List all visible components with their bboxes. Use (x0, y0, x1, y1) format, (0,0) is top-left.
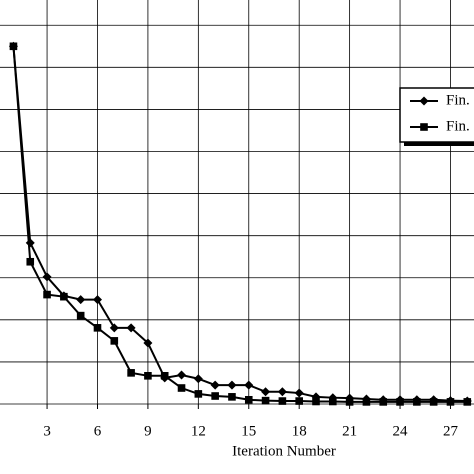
data-point (43, 290, 51, 299)
data-point (244, 395, 253, 404)
data-point (446, 398, 455, 406)
data-point (93, 324, 102, 332)
data-point (193, 374, 203, 384)
x-tick-label: 21 (342, 423, 357, 439)
data-point (126, 323, 136, 333)
data-point (294, 388, 304, 398)
legend-box (399, 87, 474, 143)
data-point (379, 398, 388, 406)
data-point (194, 390, 203, 398)
x-axis-label: Iteration Number (232, 443, 336, 459)
x-tick-label: 27 (443, 423, 459, 439)
data-point (295, 397, 303, 405)
data-point (429, 398, 438, 406)
data-point (210, 380, 220, 390)
data-point (109, 323, 119, 333)
x-tick-label: 3 (43, 423, 51, 439)
legend-label: Fin. (446, 92, 470, 108)
data-point (211, 392, 219, 400)
data-point (413, 398, 421, 406)
series-line (12, 46, 468, 403)
data-point (261, 387, 271, 397)
data-point (227, 380, 237, 390)
data-point (160, 372, 169, 380)
data-point (92, 295, 102, 305)
x-tick-label: 18 (292, 423, 307, 439)
x-tick-label: 24 (393, 423, 409, 439)
legend-marker (420, 123, 428, 131)
data-point (60, 292, 68, 301)
data-point (26, 257, 35, 266)
data-point (25, 238, 35, 248)
data-point (110, 337, 119, 345)
x-tick-label: 15 (241, 423, 256, 439)
data-point (9, 42, 18, 51)
data-point (261, 396, 270, 405)
data-point (345, 398, 354, 406)
data-point (127, 369, 135, 377)
series-line (12, 46, 468, 403)
data-point (362, 398, 371, 406)
data-point (312, 397, 320, 406)
data-point (177, 384, 186, 392)
data-point (76, 311, 85, 320)
data-point (278, 397, 287, 405)
data-point (228, 393, 236, 401)
data-point (177, 370, 187, 380)
legend-label: Fin. (446, 118, 470, 134)
x-tick-label: 9 (144, 423, 152, 439)
x-tick-label: 12 (191, 423, 206, 439)
data-point (42, 272, 52, 282)
data-point (277, 387, 287, 397)
data-point (143, 338, 153, 348)
x-tick-label: 6 (94, 423, 102, 439)
data-point (76, 295, 86, 305)
data-point (463, 398, 472, 406)
data-point (244, 380, 254, 390)
data-point (329, 397, 337, 406)
data-point (144, 372, 152, 380)
legend-marker (419, 96, 429, 106)
data-point (396, 398, 404, 406)
